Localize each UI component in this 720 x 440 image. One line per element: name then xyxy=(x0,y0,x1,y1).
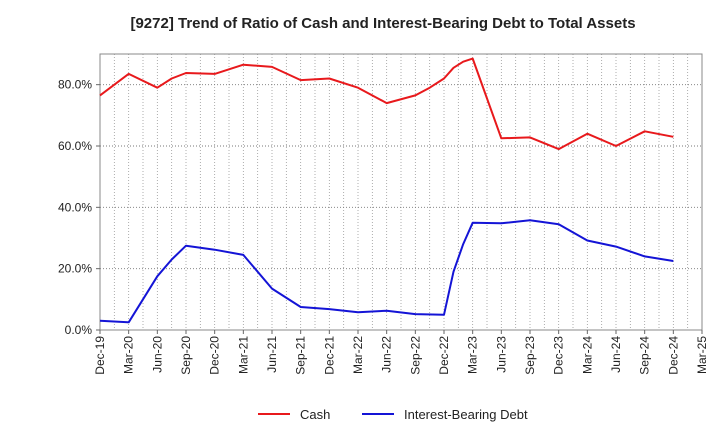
x-tick-label: Mar-21 xyxy=(236,336,250,374)
x-tick-label: Jun-24 xyxy=(609,336,623,373)
x-tick-label: Dec-22 xyxy=(437,336,451,375)
grid-layer xyxy=(99,54,703,330)
x-tick-label: Sep-21 xyxy=(294,336,308,375)
x-tick-label: Mar-20 xyxy=(122,336,136,374)
x-tick-label: Mar-25 xyxy=(695,336,709,374)
x-tick-label: Dec-20 xyxy=(208,336,222,375)
legend-label: Interest-Bearing Debt xyxy=(404,407,528,422)
y-tick-label: 60.0% xyxy=(58,139,92,153)
series-line-interest-bearing-debt xyxy=(99,219,674,324)
legend: Cash Interest-Bearing Debt xyxy=(258,407,528,422)
series-line-cash xyxy=(99,57,674,151)
x-tick-label: Jun-20 xyxy=(150,336,164,373)
x-tick-label: Dec-21 xyxy=(322,336,336,375)
x-tick-label: Jun-21 xyxy=(265,336,279,373)
x-tick-label: Dec-23 xyxy=(552,336,566,375)
y-tick-label: 20.0% xyxy=(58,262,92,276)
x-tick-label: Jun-23 xyxy=(494,336,508,373)
x-tick-label: Dec-24 xyxy=(666,336,680,375)
x-tick-label: Mar-22 xyxy=(351,336,365,374)
x-tick-label: Mar-24 xyxy=(580,336,594,374)
plot-area-border xyxy=(99,53,703,331)
y-axis: 0.0% 20.0% 40.0% 60.0% 80.0% xyxy=(58,78,100,337)
y-tick-label: 40.0% xyxy=(58,200,92,214)
x-tick-label: Sep-24 xyxy=(638,336,652,375)
x-tick-label: Dec-19 xyxy=(93,336,107,375)
x-tick-label: Jun-22 xyxy=(380,336,394,373)
y-tick-label: 80.0% xyxy=(58,78,92,92)
x-tick-label: Sep-23 xyxy=(523,336,537,375)
legend-label: Cash xyxy=(300,407,330,422)
x-tick-label: Sep-22 xyxy=(408,336,422,375)
x-axis: Dec-19 Mar-20 Jun-20 Sep-20 Dec-20 Mar-21 Jun-… xyxy=(93,330,709,375)
x-tick-label: Mar-23 xyxy=(466,336,480,374)
y-tick-label: 0.0% xyxy=(65,323,93,337)
chart-title: [9272] Trend of Ratio of Cash and Intere… xyxy=(130,15,635,32)
series-layer xyxy=(99,57,674,324)
x-tick-label: Sep-20 xyxy=(179,336,193,375)
